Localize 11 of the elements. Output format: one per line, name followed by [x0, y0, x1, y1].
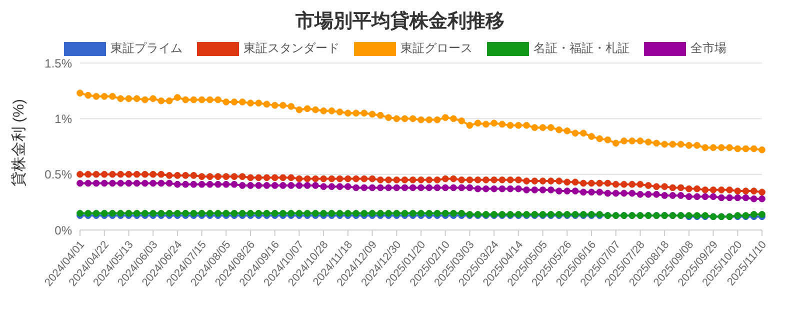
- y-tick-label: 1.5%: [44, 56, 72, 70]
- legend-label: 東証グロース: [400, 40, 472, 57]
- y-tick-label: 1%: [54, 112, 72, 126]
- legend-label: 名証・福証・札証: [534, 40, 630, 57]
- legend-label: 東証スタンダード: [244, 40, 340, 57]
- y-tick-label: 0.5%: [44, 168, 72, 182]
- chart-title: 市場別平均貸株金利推移: [294, 10, 506, 34]
- legend-label: 全市場: [690, 40, 726, 57]
- y-tick-label: 0%: [54, 223, 72, 238]
- legend-label: 東証プライム: [110, 40, 182, 57]
- y-axis-title: 貸株金利 (%): [10, 99, 28, 186]
